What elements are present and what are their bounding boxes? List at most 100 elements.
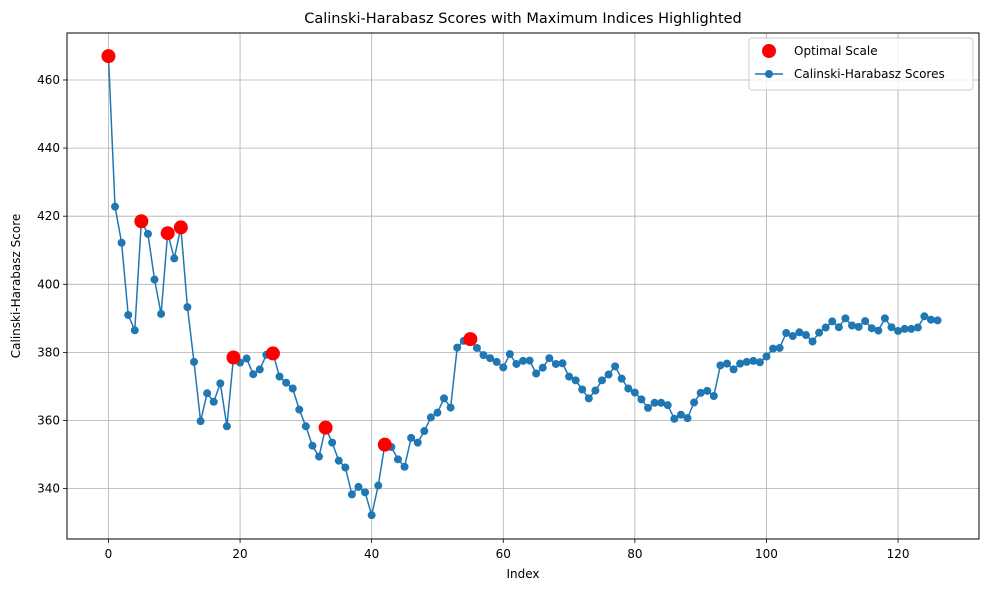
score-point [762, 352, 771, 361]
score-point [650, 398, 659, 407]
score-point [775, 343, 784, 352]
x-tick-label: 60 [496, 547, 511, 561]
score-point [288, 384, 297, 393]
score-point [617, 374, 626, 383]
score-point [143, 229, 152, 238]
score-point [413, 438, 422, 447]
y-tick-label: 460 [37, 73, 60, 87]
score-point [690, 398, 699, 407]
score-point [874, 326, 883, 335]
score-point [821, 323, 830, 332]
score-point [157, 309, 166, 318]
optimal-scale-point [226, 350, 241, 365]
score-point [558, 359, 567, 368]
x-axis-label: Index [506, 567, 539, 581]
score-point [196, 417, 205, 426]
x-tick-label: 120 [887, 547, 910, 561]
score-point [769, 344, 778, 353]
score-point [499, 363, 508, 372]
score-point [433, 408, 442, 417]
score-point [565, 372, 574, 381]
score-point [505, 350, 514, 359]
score-point [222, 422, 231, 431]
score-point [367, 511, 376, 520]
score-point [519, 356, 527, 365]
optimal-scale-point [134, 214, 149, 229]
score-point [426, 413, 435, 422]
y-tick-label: 360 [37, 414, 60, 428]
score-point [209, 397, 218, 406]
plot-frame [66, 32, 980, 540]
score-point [696, 388, 705, 397]
score-point [578, 385, 587, 394]
score-point [913, 323, 922, 332]
y-tick-label: 440 [37, 141, 60, 155]
score-point [782, 328, 791, 337]
score-point [709, 391, 718, 400]
score-point [400, 462, 409, 471]
score-point [446, 403, 455, 412]
score-point [347, 490, 356, 499]
score-point [841, 314, 850, 323]
score-point [479, 351, 488, 360]
score-point [545, 354, 554, 363]
x-tick-label: 20 [232, 547, 247, 561]
optimal-scale-point [160, 226, 175, 241]
x-tick-label: 0 [105, 547, 113, 561]
legend-marker-scores [765, 70, 773, 78]
score-point [676, 410, 685, 419]
score-point [334, 456, 343, 465]
score-point [354, 482, 363, 491]
legend-label-scores: Calinski-Harabasz Scores [794, 67, 945, 81]
score-point [597, 376, 606, 385]
score-point [420, 427, 429, 436]
score-point [301, 422, 310, 431]
score-point [801, 331, 810, 340]
score-point [538, 363, 547, 372]
score-point [894, 326, 903, 335]
score-point [308, 441, 317, 450]
score-point [551, 359, 560, 368]
score-point [867, 324, 876, 333]
score-point [611, 362, 620, 371]
score-point [637, 395, 646, 404]
grid [67, 33, 979, 539]
x-tick-label: 40 [364, 547, 379, 561]
score-point [328, 438, 337, 447]
x-tick-label: 80 [627, 547, 642, 561]
score-point [275, 372, 284, 381]
y-tick-label: 340 [37, 482, 60, 496]
score-point [453, 343, 462, 352]
y-axis-label: Calinski-Harabasz Score [9, 214, 23, 358]
score-point [683, 414, 692, 423]
score-point [657, 398, 666, 407]
score-point [282, 378, 291, 387]
score-point [117, 238, 126, 247]
legend: Optimal Scale Calinski-Harabasz Scores [748, 37, 974, 91]
score-point [722, 359, 731, 368]
score-point [216, 379, 225, 388]
score-point [584, 394, 593, 403]
score-point [926, 315, 935, 324]
score-point [828, 317, 837, 326]
score-point [486, 354, 495, 363]
score-point [440, 394, 449, 403]
optimal-scale-point [101, 49, 116, 64]
optimal-scale-point [318, 420, 333, 435]
score-point [716, 361, 725, 370]
score-point [189, 357, 198, 366]
score-point [591, 386, 600, 395]
score-point [907, 324, 916, 333]
score-point [472, 343, 481, 352]
score-point [887, 323, 896, 332]
score-point [663, 401, 672, 410]
legend-label-optimal: Optimal Scale [794, 44, 878, 58]
score-point [315, 452, 324, 461]
score-point [374, 481, 383, 490]
score-point [933, 316, 942, 325]
score-point [571, 376, 580, 385]
score-point [604, 370, 613, 379]
score-point [729, 365, 738, 374]
optimal-scale-point [377, 437, 392, 452]
